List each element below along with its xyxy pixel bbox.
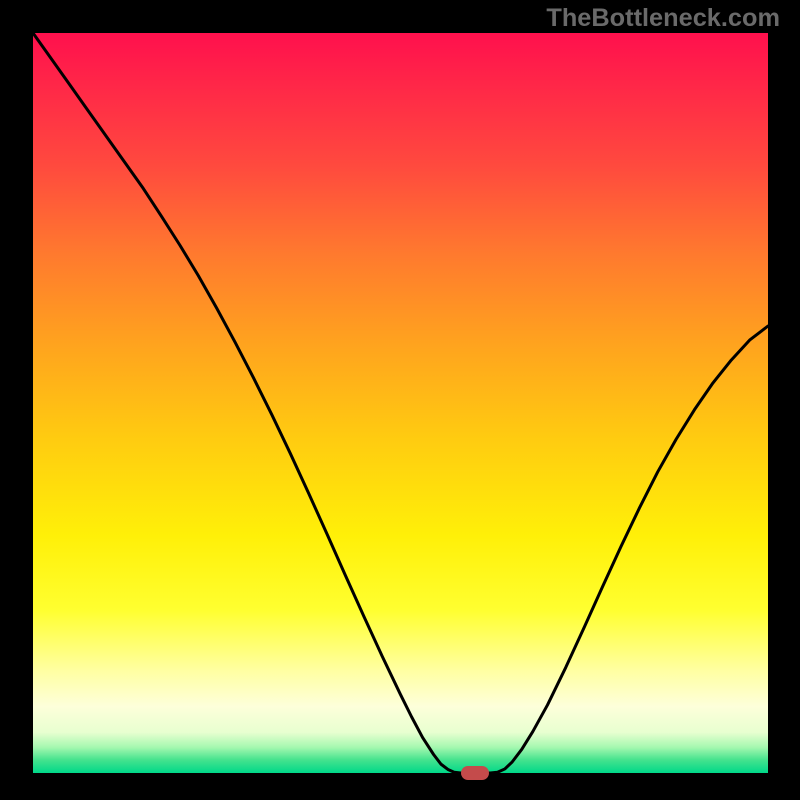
plot-gradient-background (33, 33, 768, 773)
source-watermark: TheBottleneck.com (546, 4, 780, 33)
chart-stage: TheBottleneck.com (0, 0, 800, 800)
optimal-marker (461, 766, 489, 780)
